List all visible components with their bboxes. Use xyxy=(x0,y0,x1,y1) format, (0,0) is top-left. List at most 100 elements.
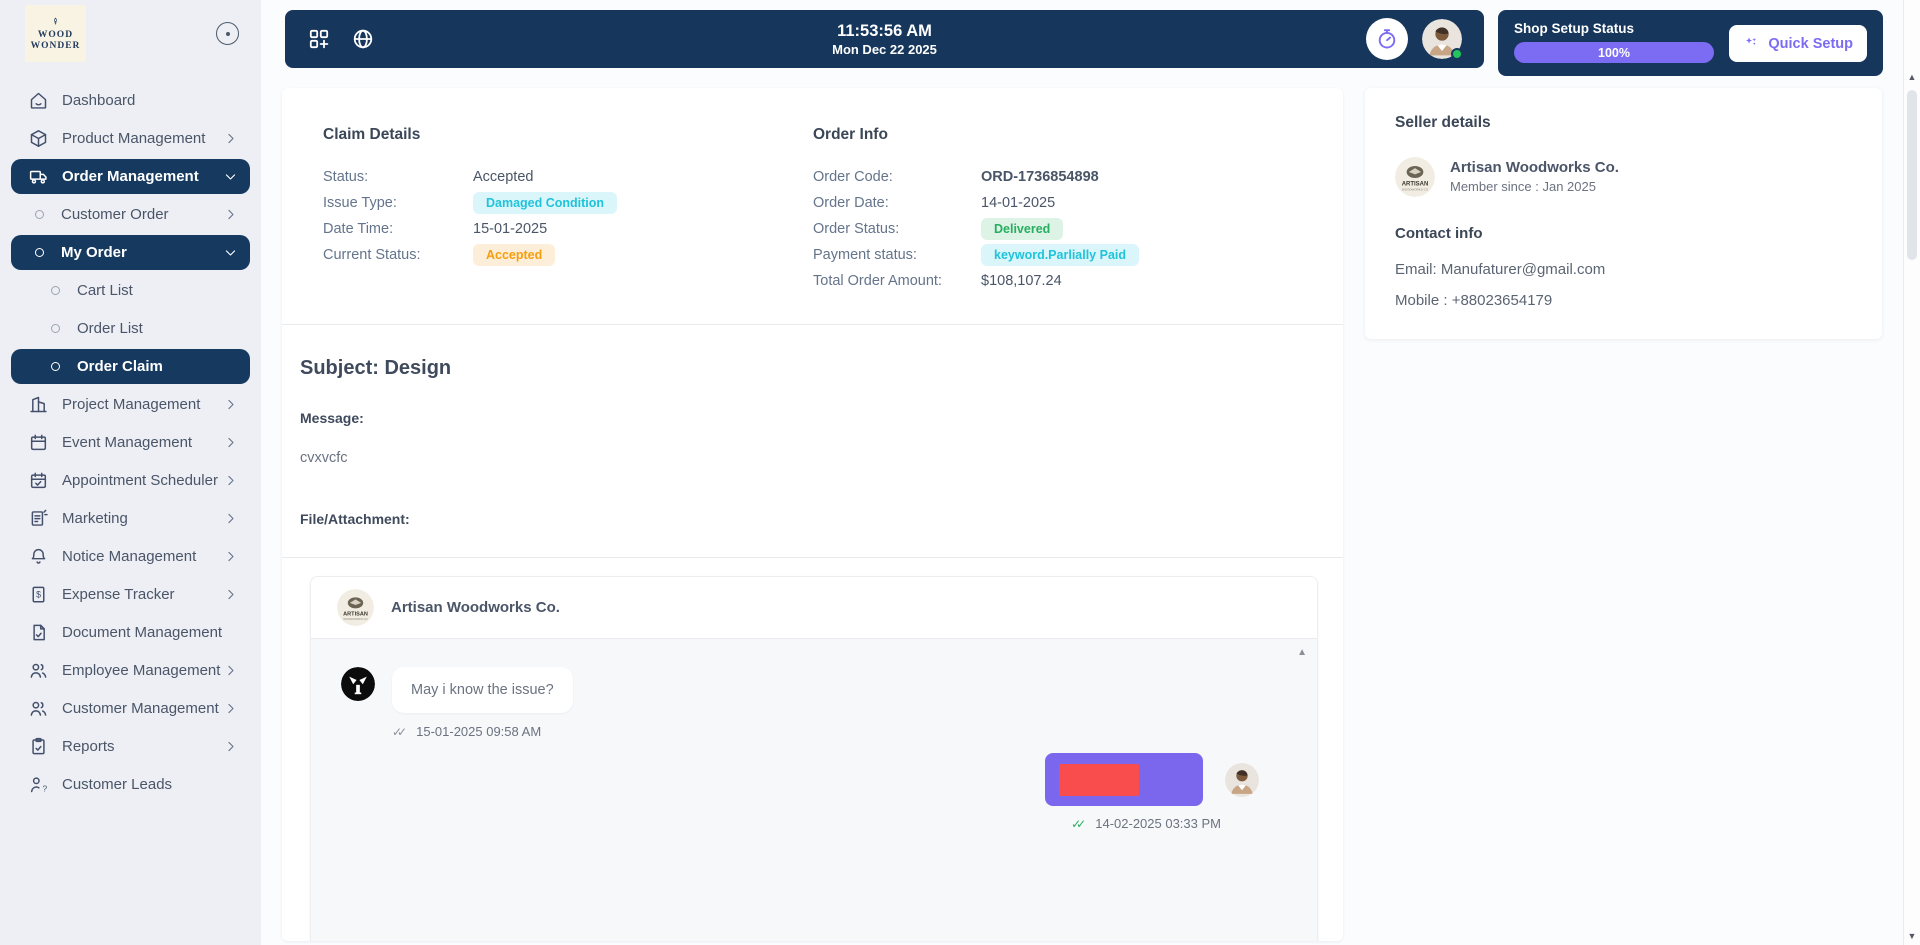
chevron-right-icon xyxy=(223,587,238,602)
project-icon xyxy=(28,394,49,415)
status-badge: Delivered xyxy=(981,218,1064,240)
online-status-dot xyxy=(1451,48,1463,60)
message-bubble: May i know the issue? xyxy=(392,667,573,713)
seller-details-card: Seller details ARTISAN WOODWORKS CO Artis… xyxy=(1365,88,1882,339)
order-rows: Order Code: ORD-1736854898 Order Date: 14-0… xyxy=(813,164,1303,294)
sidebar-item-expense-tracker[interactable]: $ Expense Tracker xyxy=(11,577,250,612)
chat-scroll-up-arrow[interactable]: ▲ xyxy=(1297,647,1307,658)
main-area: 11:53:56 AM Mon Dec 22 2025 Shop Setup S… xyxy=(261,0,1903,945)
info-label: Order Date: xyxy=(813,195,889,211)
sidebar-item-label: Project Management xyxy=(62,396,201,413)
svg-text:WOODWORKS CO: WOODWORKS CO xyxy=(343,617,368,621)
seller-mobile: Mobile : +88023654179 xyxy=(1395,292,1553,309)
grid-plus-icon[interactable] xyxy=(307,27,331,51)
sidebar-item-order-claim[interactable]: Order Claim xyxy=(11,349,250,384)
chevron-down-icon xyxy=(223,245,238,260)
chat-header-avatar[interactable]: ARTISAN WOODWORKS CO xyxy=(337,589,374,626)
seller-name: Artisan Woodworks Co. xyxy=(1450,159,1619,176)
message-timestamp: 15-01-2025 09:58 AM xyxy=(416,724,542,739)
sidebar-nav: Dashboard Product Management Order Managem… xyxy=(0,62,261,802)
sidebar-item-dashboard[interactable]: Dashboard xyxy=(11,83,250,118)
chat-message-row xyxy=(341,753,1287,806)
chevron-right-icon xyxy=(223,473,238,488)
bullet-icon xyxy=(51,286,60,295)
page-scrollbar[interactable]: ▲ ▼ xyxy=(1903,0,1920,945)
product-icon xyxy=(28,128,49,149)
sidebar-item-customer-order[interactable]: Customer Order xyxy=(11,197,250,232)
chevron-right-icon xyxy=(223,739,238,754)
sidebar-item-cart-list[interactable]: Cart List xyxy=(11,273,250,308)
sidebar-item-label: Reports xyxy=(62,738,115,755)
quick-setup-label: Quick Setup xyxy=(1768,35,1853,52)
sidebar-item-order-list[interactable]: Order List xyxy=(11,311,250,346)
globe-icon[interactable] xyxy=(351,27,375,51)
stopwatch-button[interactable] xyxy=(1366,18,1408,60)
claim-page-card: Claim Details Status: Accepted Issue Type:… xyxy=(282,88,1343,941)
chat-message: ✓✓ 14-02-2025 03:33 PM xyxy=(341,753,1287,831)
shop-setup-card: Shop Setup Status 100% Quick Setup xyxy=(1498,10,1883,76)
chat-header: ARTISAN WOODWORKS CO Artisan Woodworks Co… xyxy=(311,577,1317,639)
svg-text:$: $ xyxy=(36,590,41,600)
sidebar-item-employee-management[interactable]: Employee Management xyxy=(11,653,250,688)
sidebar-item-customer-management[interactable]: Customer Management xyxy=(11,691,250,726)
read-receipt-icon: ✓✓ xyxy=(1071,816,1086,831)
quick-setup-button[interactable]: Quick Setup xyxy=(1729,25,1867,62)
section-divider-2 xyxy=(282,557,1343,558)
info-value: 14-01-2025 xyxy=(981,195,1056,211)
clock-date: Mon Dec 22 2025 xyxy=(832,41,937,57)
sidebar-item-project-management[interactable]: Project Management xyxy=(11,387,250,422)
info-label: Order Code: xyxy=(813,169,893,185)
sidebar-item-marketing[interactable]: Marketing xyxy=(11,501,250,536)
seller-email: Email: Manufaturer@gmail.com xyxy=(1395,261,1606,278)
sidebar-item-event-management[interactable]: Event Management xyxy=(11,425,250,460)
scroll-up-arrow[interactable]: ▲ xyxy=(1907,72,1917,82)
info-value: ORD-1736854898 xyxy=(981,169,1099,185)
sparkles-icon xyxy=(1746,37,1757,45)
info-label: Order Status: xyxy=(813,221,900,237)
lead-icon: ? xyxy=(28,774,49,795)
info-row-date-time: Date Time: 15-01-2025 xyxy=(323,216,813,242)
scroll-down-arrow[interactable]: ▼ xyxy=(1907,931,1917,941)
sidebar-item-label: Appointment Scheduler xyxy=(62,472,218,489)
chat-header-name: Artisan Woodworks Co. xyxy=(391,599,560,616)
sidebar-item-label: Customer Leads xyxy=(62,776,173,793)
bell-icon xyxy=(28,546,49,567)
info-row-payment-status: Payment status: keyword.Parlially Paid xyxy=(813,242,1303,268)
sidebar-item-label: Marketing xyxy=(62,510,128,527)
logo-text-line1: WOOD xyxy=(37,29,74,40)
wood-wonder-logo[interactable]: WOOD WONDER xyxy=(25,5,86,62)
seller-avatar[interactable]: ARTISAN WOODWORKS CO xyxy=(1395,157,1435,197)
orders-icon xyxy=(28,166,49,187)
clock-time: 11:53:56 AM xyxy=(837,21,932,40)
shop-setup-progress-value: 100% xyxy=(1598,45,1630,60)
user-avatar[interactable] xyxy=(1422,19,1463,60)
sidebar-item-order-management[interactable]: Order Management xyxy=(11,159,250,194)
scrollbar-thumb[interactable] xyxy=(1907,90,1917,260)
svg-text:WOODWORKS CO: WOODWORKS CO xyxy=(1402,187,1429,191)
chat-message-row: May i know the issue? xyxy=(341,667,1287,713)
sidebar-item-my-order[interactable]: My Order xyxy=(11,235,250,270)
subject-title: Subject: Design xyxy=(300,357,452,379)
sidebar-item-label: Dashboard xyxy=(62,92,136,109)
info-value: Accepted xyxy=(473,169,534,185)
sidebar-item-appointment-scheduler[interactable]: Appointment Scheduler xyxy=(11,463,250,498)
seller-member-since: Member since : Jan 2025 xyxy=(1450,179,1596,194)
sidebar: WOOD WONDER Dashboard Product Management O… xyxy=(0,0,261,945)
sidebar-item-product-management[interactable]: Product Management xyxy=(11,121,250,156)
sidebar-item-customer-leads[interactable]: ? Customer Leads xyxy=(11,767,250,802)
stopwatch-icon xyxy=(1378,29,1396,49)
status-badge: Damaged Condition xyxy=(473,192,618,214)
home-icon xyxy=(28,90,49,111)
calendar-icon xyxy=(28,432,49,453)
chevron-right-icon xyxy=(223,397,238,412)
topbar-right xyxy=(1366,18,1463,60)
sidebar-item-notice-management[interactable]: Notice Management xyxy=(11,539,250,574)
sidebar-item-document-management[interactable]: Document Management xyxy=(11,615,250,650)
brand-avatar xyxy=(341,667,375,701)
info-row-current-status: Current Status: Accepted xyxy=(323,242,813,268)
image-attachment[interactable] xyxy=(1045,753,1203,806)
chevron-right-icon xyxy=(223,549,238,564)
sidebar-collapse-toggle[interactable] xyxy=(216,22,239,45)
sidebar-item-reports[interactable]: Reports xyxy=(11,729,250,764)
